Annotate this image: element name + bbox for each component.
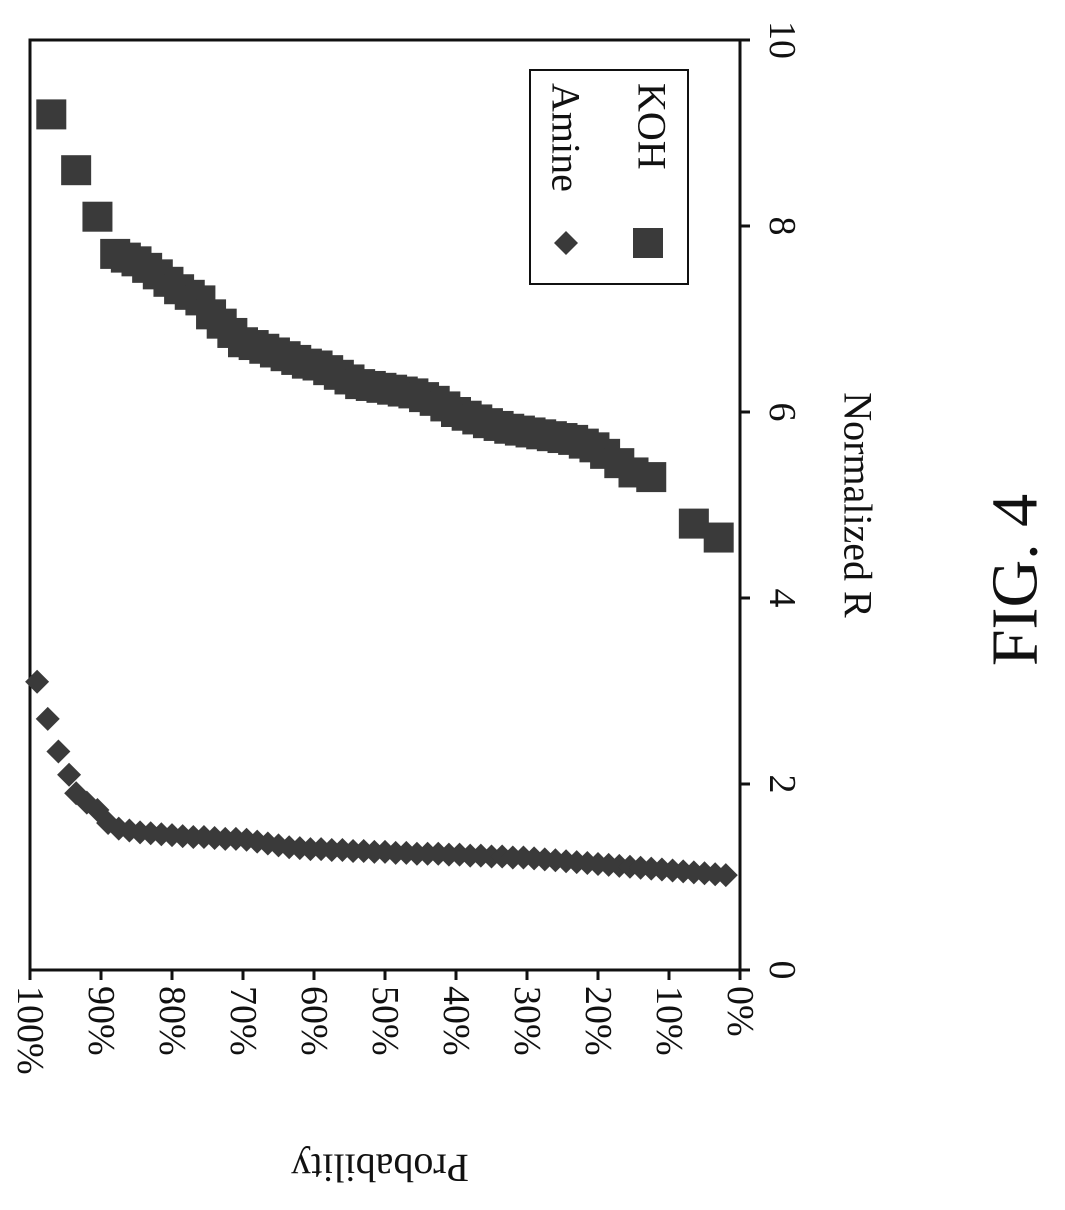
koh-point	[636, 462, 666, 492]
figure-label: FIG. 4	[979, 494, 1052, 666]
y-tick-label: 60%	[293, 986, 335, 1056]
koh-point	[704, 523, 734, 553]
y-tick-label: 40%	[435, 986, 477, 1056]
y-tick-label: 50%	[364, 986, 406, 1056]
x-axis-label: Normalized R	[836, 392, 881, 618]
legend-koh-label: KOH	[630, 83, 675, 170]
y-tick-label: 80%	[151, 986, 193, 1056]
y-axis-label: Probability	[291, 1146, 469, 1191]
amine-point	[36, 707, 60, 731]
y-tick-label: 10%	[648, 986, 690, 1056]
legend: Amine KOH	[530, 70, 688, 284]
legend-koh-marker	[633, 228, 663, 258]
y-tick-label: 70%	[222, 986, 264, 1056]
y-tick-label: 0%	[719, 986, 761, 1037]
y-tick-label: 20%	[577, 986, 619, 1056]
koh-point	[36, 99, 66, 129]
amine-point	[46, 739, 70, 763]
x-tick-label: 2	[761, 775, 803, 794]
x-tick-label: 4	[761, 589, 803, 608]
koh-point	[61, 155, 91, 185]
y-tick-label: 30%	[506, 986, 548, 1056]
legend-amine-label: Amine	[544, 83, 589, 192]
x-tick-label: 10	[761, 21, 803, 59]
x-tick-label: 0	[761, 961, 803, 980]
x-tick-label: 8	[761, 217, 803, 236]
y-tick-label: 90%	[80, 986, 122, 1056]
x-tick-label: 6	[761, 403, 803, 422]
koh-point	[82, 202, 112, 232]
y-tick-label: 100%	[9, 986, 51, 1075]
amine-series	[25, 670, 738, 887]
